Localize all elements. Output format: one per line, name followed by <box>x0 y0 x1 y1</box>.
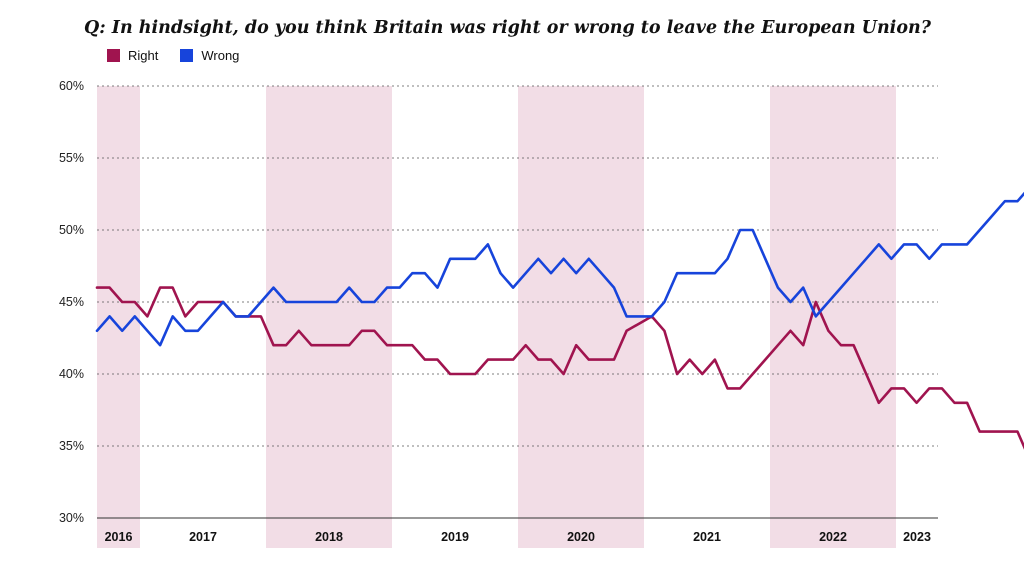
legend-item-right: Right <box>107 48 158 63</box>
y-tick-label: 30% <box>59 511 84 525</box>
y-tick-label: 50% <box>59 223 84 237</box>
legend-swatch-right <box>107 49 120 62</box>
chart-title: Q: In hindsight, do you think Britain wa… <box>84 18 931 38</box>
legend-label-wrong: Wrong <box>201 48 240 63</box>
y-tick-label: 60% <box>59 79 84 93</box>
year-band-2022 <box>770 86 896 548</box>
x-tick-label: 2023 <box>903 530 931 544</box>
year-band-2018 <box>266 86 392 548</box>
y-tick-label: 40% <box>59 367 84 381</box>
year-band-2020 <box>518 86 644 548</box>
y-tick-label: 55% <box>59 151 84 165</box>
legend-label-right: Right <box>128 48 159 63</box>
x-tick-label: 2017 <box>189 530 217 544</box>
x-tick-label: 2019 <box>441 530 469 544</box>
x-tick-label: 2022 <box>819 530 847 544</box>
series-line-wrong <box>95 191 1024 347</box>
legend: Right Wrong <box>107 48 239 63</box>
legend-item-wrong: Wrong <box>180 48 239 63</box>
x-tick-label: 2020 <box>567 530 595 544</box>
y-tick-label: 35% <box>59 439 84 453</box>
y-tick-label: 45% <box>59 295 84 309</box>
series-line-right <box>95 286 1024 450</box>
x-tick-label: 2018 <box>315 530 343 544</box>
legend-swatch-wrong <box>180 49 194 62</box>
x-tick-label: 2016 <box>105 530 133 544</box>
x-tick-label: 2021 <box>693 530 721 544</box>
